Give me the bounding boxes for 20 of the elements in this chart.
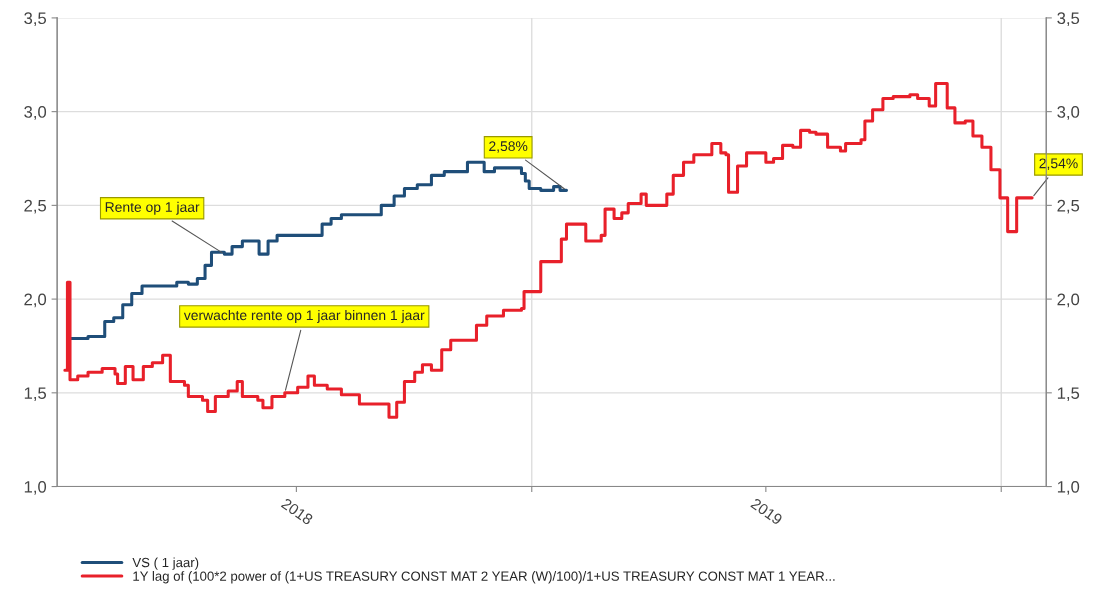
y2-tick-label: 3,0 [1057, 106, 1080, 120]
annotation: 2,58% [489, 141, 528, 153]
annotation: 2,54% [1039, 158, 1078, 170]
y2-tick-label: 1,0 [1057, 480, 1080, 495]
annotation: verwachte rente op 1 jaar binnen 1 jaar [183, 309, 425, 323]
y-tick-label: 2,0 [24, 293, 47, 308]
y2-tick-label: 2,5 [1057, 199, 1080, 214]
y2-tick-label: 2,0 [1057, 293, 1080, 308]
y-tick-label: 3,5 [24, 12, 47, 27]
legend-label: 1Y lag of (100*2 power of (1+US TREASURY CONST MAT 2 YEAR (W)/100)/1+US TREASURY CONST MAT 1 YEAR... [133, 571, 835, 584]
y2-tick-label: 3,5 [1057, 12, 1080, 27]
y-tick-label: 2,5 [24, 199, 47, 214]
legend-label: VS ( 1 jaar) [132, 557, 199, 570]
y2-tick-label: 1,5 [1057, 387, 1080, 401]
x-tick-label: 2019 [750, 497, 784, 526]
y-tick-label: 1,5 [24, 387, 47, 401]
x-tick-label: 2018 [280, 497, 314, 526]
annotation: Rente op 1 jaar [105, 201, 200, 215]
y-tick-label: 1,0 [24, 480, 47, 495]
y-tick-label: 3,0 [24, 106, 47, 120]
